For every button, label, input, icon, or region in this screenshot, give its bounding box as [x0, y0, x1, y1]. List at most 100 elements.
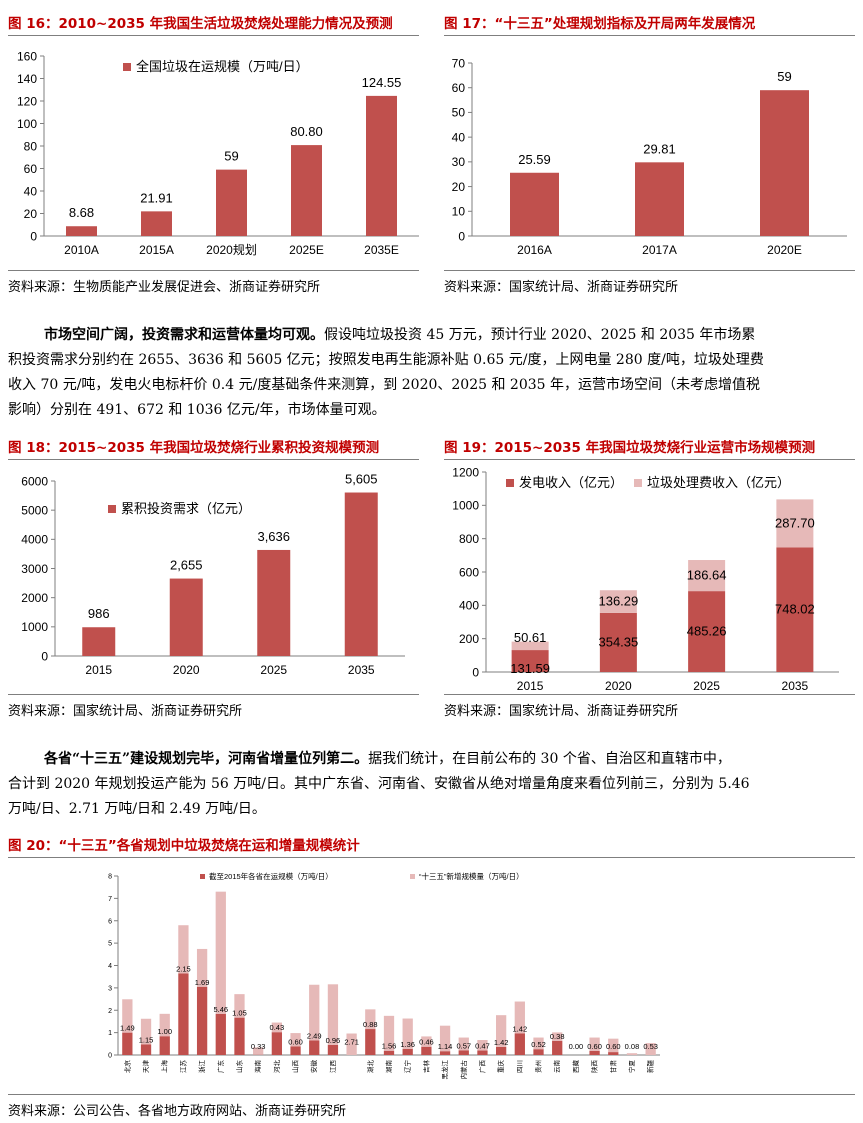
- fig19-y-tick-label: 800: [459, 532, 479, 546]
- paragraph-market-space-line-4: 影响）分别在 491、672 和 1036 亿元/年，市场体量可观。: [8, 402, 386, 418]
- fig18-data-label: 986: [88, 606, 110, 621]
- fig20-x-tick-label: 浙江: [197, 1060, 206, 1074]
- fig19-bar-segment: [599, 590, 637, 613]
- fig18-x-tick-label: 2025: [260, 663, 287, 677]
- fig20-bar-segment: [608, 1052, 619, 1055]
- fig16-y-tick-label: 100: [17, 117, 37, 131]
- fig16-data-label: 80.80: [290, 124, 323, 139]
- fig16-chart: 0 20 40 60 80 100 120 140 160 8.68 2010A 21.91 2015A…: [17, 49, 419, 257]
- fig18-y-tick-label: 1000: [21, 620, 48, 634]
- fig20-x-tick-label: 江西: [329, 1060, 337, 1074]
- fig20-legend-label: “十三五”新增规模量（万吨/日）: [419, 871, 524, 881]
- fig16-x-tick-label: 2025E: [289, 243, 324, 257]
- fig20-x-tick-label: 西藏: [571, 1060, 580, 1074]
- fig18-y-tick-label: 0: [41, 649, 48, 663]
- fig20-bar-segment: [178, 973, 189, 1055]
- fig16-y-tick-label: 160: [17, 49, 37, 63]
- fig18-bar: [82, 627, 116, 656]
- fig20-y-tick-label: 3: [108, 985, 112, 992]
- fig19-data-label: 748.02: [775, 602, 815, 617]
- fig18-data-label: 5,605: [345, 472, 378, 487]
- fig19-y-tick-label: 600: [459, 565, 479, 579]
- fig19-source: 资料来源：国家统计局、浙商证券研究所: [444, 704, 679, 719]
- fig20-bar-segment: [290, 1046, 301, 1055]
- fig20-data-label: 1.00: [157, 1027, 172, 1036]
- fig20-data-label: 1.36: [400, 1040, 415, 1049]
- fig20-bar-segment: [383, 1015, 395, 1051]
- fig20-x-tick-label: 重庆: [496, 1060, 505, 1074]
- fig20-bar-segment: [309, 984, 320, 1041]
- fig20-x-tick-label: 甘肃: [608, 1060, 617, 1074]
- fig17-title: 图 17：“十三五”处理规划指标及开局两年发展情况: [444, 16, 756, 32]
- fig18-y-tick-label: 6000: [21, 474, 48, 488]
- fig19-y-tick-label: 1200: [452, 465, 479, 479]
- fig20-data-label: 2.71: [344, 1038, 359, 1047]
- paragraph-provinces-line-3: 万吨/日、2.71 万吨/日和 2.49 万吨/日。: [8, 801, 266, 817]
- fig19-title: 图 19：2015~2035 年我国垃圾焚烧行业运营市场规模预测: [444, 440, 816, 456]
- fig20-x-tick-label: 湖北: [365, 1060, 374, 1074]
- fig17-y-tick-label: 20: [452, 180, 466, 194]
- fig18-bar: [257, 549, 291, 656]
- fig20-legend-swatch: [200, 874, 205, 879]
- fig18-chart: 0 1000 2000 3000 4000 5000 6000 986 2015 2,655 202…: [21, 472, 405, 677]
- fig16-y-tick-label: 40: [24, 184, 38, 198]
- fig20-bar-segment: [402, 1018, 413, 1049]
- fig16-bar: [291, 145, 322, 236]
- fig20-x-tick-label: 江苏: [178, 1060, 187, 1074]
- fig19-y-tick-label: 1000: [452, 499, 479, 513]
- fig20-data-label: 1.05: [232, 1009, 247, 1018]
- fig20-data-label: 0.52: [531, 1040, 546, 1049]
- fig18-source: 资料来源：国家统计局、浙商证券研究所: [8, 704, 243, 719]
- fig20-bar-segment: [327, 984, 339, 1045]
- fig20-data-label: 0.38: [550, 1032, 565, 1041]
- fig20-data-label: 1.49: [120, 1024, 135, 1033]
- fig20-data-label: 0.00: [569, 1042, 584, 1051]
- fig20-y-tick-label: 2: [108, 1008, 112, 1015]
- fig18-x-tick-label: 2015: [85, 663, 112, 677]
- fig19-legend-swatch: [506, 479, 514, 487]
- fig20-rule: [8, 857, 855, 858]
- fig20-data-label: 1.15: [139, 1035, 154, 1044]
- fig19-bar-segment: [599, 612, 637, 672]
- fig20-bar-segment: [645, 1043, 656, 1055]
- fig20-bar-segment: [383, 1050, 395, 1055]
- fig20-x-tick-label: 北京: [122, 1060, 131, 1074]
- fig18-data-label: 2,655: [170, 558, 203, 573]
- fig20-x-tick-label: 贵州: [534, 1060, 543, 1073]
- fig20-data-label: 0.46: [419, 1038, 434, 1047]
- fig19-rule: [444, 459, 855, 460]
- fig20-bar-segment: [234, 1017, 245, 1055]
- fig20-bar-segment: [495, 1046, 507, 1055]
- fig20-bar-segment: [589, 1037, 600, 1051]
- fig20-data-label: 1.42: [513, 1024, 528, 1033]
- paragraph-market-space: 市场空间广阔，投资需求和运营体量均可观。假设吨垃圾投资 45 万元，预计行业 2…: [8, 323, 858, 423]
- fig19-legend-label: 垃圾处理费收入（亿元）: [647, 475, 790, 490]
- fig20-data-label: 0.60: [606, 1042, 621, 1051]
- fig17-x-tick-label: 2017A: [642, 243, 677, 257]
- fig19-bar-segment: [776, 547, 814, 672]
- fig17-bar: [510, 172, 559, 236]
- fig19-x-tick-label: 2025: [693, 679, 720, 692]
- fig16-y-tick-label: 0: [30, 229, 37, 243]
- fig17-data-label: 59: [777, 69, 791, 84]
- fig16-title: 图 16：2010~2035 年我国生活垃圾焚烧处理能力情况及预测: [8, 16, 393, 32]
- fig17-y-tick-label: 10: [452, 205, 466, 219]
- fig17-source: 资料来源：国家统计局、浙商证券研究所: [444, 280, 679, 295]
- fig20-bar-segment: [271, 1022, 283, 1033]
- fig18-y-tick-label: 2000: [21, 591, 48, 605]
- fig20-data-label: 0.57: [456, 1041, 471, 1050]
- fig20-data-label: 0.53: [643, 1042, 658, 1051]
- fig19-y-tick-label: 200: [459, 632, 479, 646]
- fig17-y-tick-label: 60: [452, 81, 466, 95]
- fig19-legend-label: 发电收入（亿元）: [519, 475, 623, 490]
- paragraph-market-space-line-1: 假设吨垃圾投资 45 万元，预计行业 2020、2025 和 2035 年市场累: [324, 327, 756, 343]
- fig20-bar-segment: [365, 1029, 376, 1055]
- fig19-data-label: 287.70: [775, 515, 815, 530]
- fig20-bar-segment: [552, 1040, 563, 1055]
- fig20-x-tick-label: 天津: [142, 1060, 150, 1074]
- fig20-x-tick-label: 辽宁: [403, 1060, 412, 1074]
- fig18-x-tick-label: 2020: [173, 663, 200, 677]
- fig20-x-tick-label: 海南: [253, 1060, 262, 1074]
- fig20-x-tick-label: 河北: [273, 1060, 281, 1074]
- fig19-y-tick-label: 0: [472, 665, 479, 679]
